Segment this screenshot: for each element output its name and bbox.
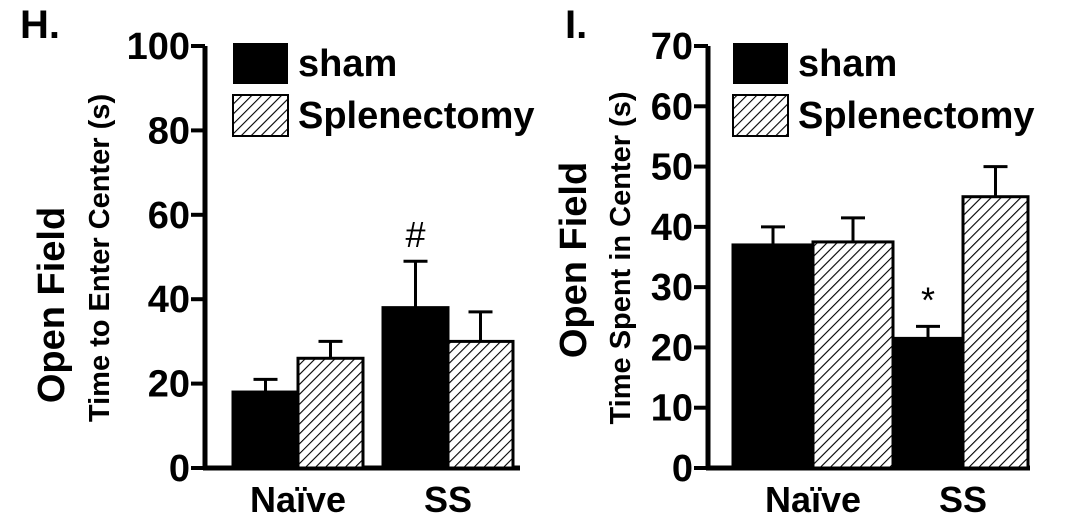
panel-h: H. Open Field Time to Enter Center (s) 0…	[20, 3, 535, 520]
panel-h-legend-swatch-splenectomy	[232, 94, 289, 137]
panel-h-category-label: SS	[424, 479, 472, 520]
panel-h-bar-sham-1	[381, 306, 450, 470]
panel-i-legend-swatch-sham	[733, 43, 788, 84]
panel-h-plot: 0 20 40 60 80 100 Naïve SS #	[127, 26, 520, 520]
panel-h-ytick-label: 0	[169, 448, 190, 490]
panel-i-bar-splenectomy-1	[961, 195, 1030, 470]
panel-h-ytick-label: 80	[148, 110, 190, 152]
panel-i-plot: 0 10 20 30 40 50 60 70 Naïve SS *	[651, 26, 1030, 520]
panel-i-bar-sham-0	[731, 243, 815, 470]
panel-i-category-label: Naïve	[765, 479, 861, 520]
panel-i-ytick-label: 20	[651, 327, 693, 369]
panel-i-significance-mark: *	[921, 279, 935, 320]
panel-i-ylabel-sub: Time Spent in Center (s)	[605, 91, 637, 424]
panel-h-legend-swatch-sham	[233, 43, 288, 84]
panel-h-bar-splenectomy-1	[446, 339, 515, 470]
panel-h-ytick-label: 100	[127, 26, 190, 68]
panel-h-ytick-label: 60	[148, 195, 190, 237]
panel-h-legend-label-sham: sham	[298, 43, 397, 85]
panel-i-ytick-label: 0	[672, 448, 693, 490]
panel-i-ytick-label: 50	[651, 147, 693, 189]
panel-i-bar-splenectomy-0	[811, 240, 895, 470]
panel-i-category-label: SS	[939, 479, 987, 520]
panel-i-legend-label-sham: sham	[798, 43, 897, 85]
panel-i-ytick-label: 30	[651, 267, 693, 309]
panel-h-ylabel-sub: Time to Enter Center (s)	[84, 94, 116, 422]
panel-h-ytick-label: 40	[148, 279, 190, 321]
panel-h-ylabel-main: Open Field	[31, 207, 73, 403]
panel-i: I. Open Field Time Spent in Center (s) 0…	[553, 3, 1035, 520]
panel-h-bar-sham-0	[231, 390, 300, 470]
panel-i-ytick-label: 70	[651, 26, 693, 68]
panel-i-legend-label-splenectomy: Splenectomy	[798, 95, 1035, 137]
panel-h-letter: H.	[20, 3, 60, 47]
panel-i-letter: I.	[565, 3, 587, 47]
panel-h-bar-splenectomy-0	[296, 356, 365, 470]
panel-h-significance-mark: #	[405, 214, 425, 255]
panel-i-ylabel-main: Open Field	[553, 162, 595, 358]
panel-i-ytick-label: 10	[651, 388, 693, 430]
panel-h-legend-label-splenectomy: Splenectomy	[298, 95, 535, 137]
panel-i-bar-sham-1	[891, 336, 965, 470]
panel-h-ytick-label: 20	[148, 364, 190, 406]
panel-i-ytick-label: 60	[651, 86, 693, 128]
panel-i-legend-swatch-splenectomy	[732, 94, 789, 137]
panel-h-category-label: Naïve	[250, 479, 346, 520]
panel-i-ytick-label: 40	[651, 207, 693, 249]
